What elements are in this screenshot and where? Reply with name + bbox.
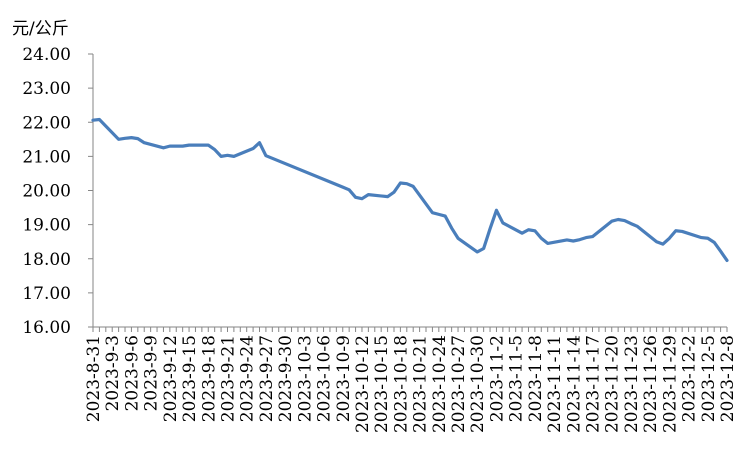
- x-tick-label: 2023-11-8: [526, 335, 546, 422]
- y-tick-label: 17.00: [22, 284, 71, 304]
- x-tick-label: 2023-10-3: [295, 335, 315, 422]
- x-tick-label: 2023-11-29: [660, 335, 680, 433]
- y-tick-label: 16.00: [22, 318, 71, 338]
- x-tick-label: 2023-9-18: [199, 335, 219, 422]
- y-tick-label: 23.00: [22, 79, 71, 99]
- y-tick-label: 20.00: [22, 182, 71, 202]
- x-tick-label: 2023-9-24: [238, 335, 258, 422]
- y-tick-label: 21.00: [22, 147, 71, 167]
- x-tick-label: 2023-10-9: [334, 335, 354, 422]
- x-tick-label: 2023-8-31: [84, 335, 104, 422]
- x-tick-label: 2023-10-30: [468, 335, 488, 433]
- x-tick-label: 2023-9-9: [142, 335, 162, 411]
- y-axis-unit-label: 元/公斤: [12, 19, 69, 39]
- y-tick-label: 18.00: [22, 250, 71, 270]
- x-tick-label: 2023-11-11: [545, 335, 565, 433]
- x-tick-label: 2023-11-20: [603, 335, 623, 433]
- x-tick-label: 2023-10-12: [353, 335, 373, 433]
- x-tick-label: 2023-11-5: [507, 335, 527, 422]
- x-tick-label: 2023-10-21: [411, 335, 431, 433]
- x-tick-label: 2023-11-14: [564, 335, 584, 433]
- y-tick-label: 24.00: [22, 45, 71, 65]
- x-tick-label: 2023-11-23: [622, 335, 642, 433]
- x-tick-label: 2023-9-3: [103, 335, 123, 411]
- x-tick-label: 2023-11-2: [487, 335, 507, 422]
- x-tick-label: 2023-10-15: [372, 335, 392, 433]
- x-tick-label: 2023-9-27: [257, 335, 277, 422]
- x-tick-label: 2023-11-26: [641, 335, 661, 433]
- x-tick-label: 2023-12-2: [680, 335, 700, 422]
- x-tick-label: 2023-12-5: [699, 335, 719, 422]
- x-tick-label: 2023-10-6: [315, 335, 335, 422]
- price-series-line: [91, 117, 729, 263]
- y-tick-label: 22.00: [22, 113, 71, 133]
- x-tick-label: 2023-10-27: [449, 335, 469, 433]
- x-tick-label: 2023-11-17: [584, 335, 604, 433]
- x-tick-label: 2023-9-15: [180, 335, 200, 422]
- x-tick-label: 2023-10-24: [430, 335, 450, 433]
- x-tick-label: 2023-9-30: [276, 335, 296, 422]
- x-tick-label: 2023-9-6: [122, 335, 142, 411]
- y-tick-label: 19.00: [22, 216, 71, 236]
- x-tick-label: 2023-12-8: [718, 335, 738, 422]
- x-tick-label: 2023-9-21: [218, 335, 238, 422]
- x-tick-label: 2023-9-12: [161, 335, 181, 422]
- x-tick-label: 2023-10-18: [391, 335, 411, 433]
